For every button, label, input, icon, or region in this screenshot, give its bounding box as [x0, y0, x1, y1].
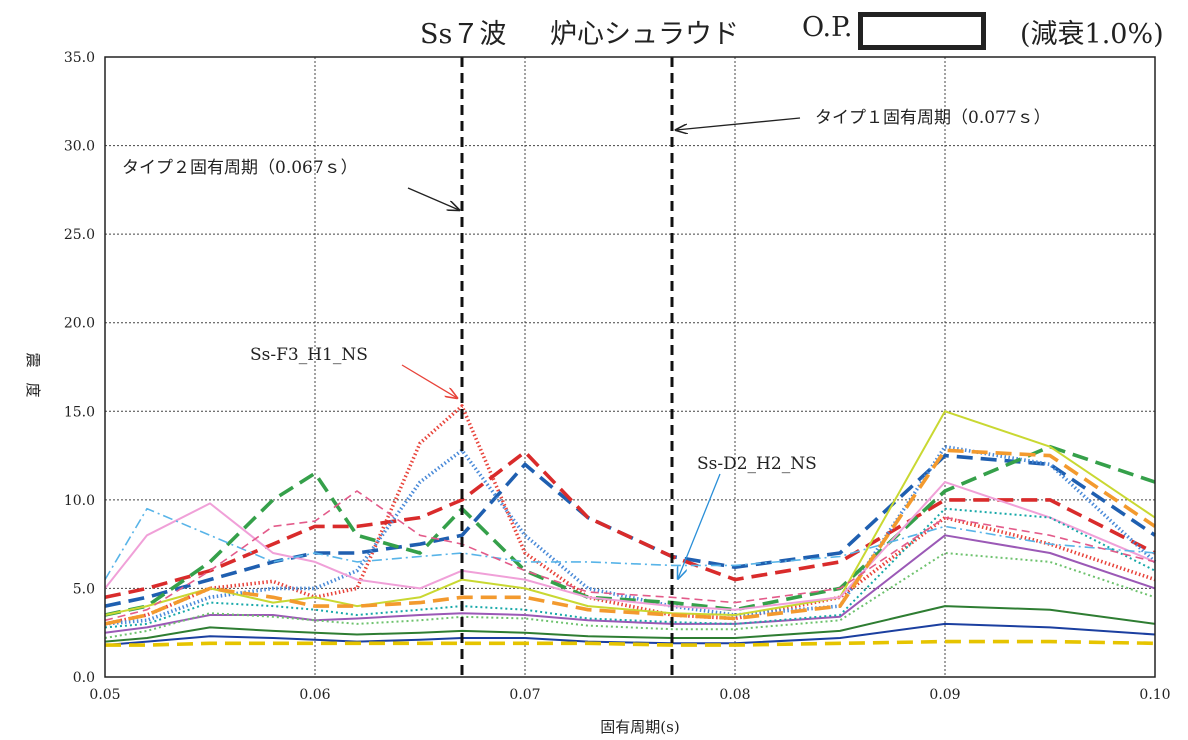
y-tick-label: 0.0	[73, 670, 95, 686]
series-line-7	[104, 481, 1156, 611]
x-tick-label: 0.10	[1139, 687, 1170, 703]
y-tick-label: 10.0	[64, 493, 95, 509]
grid	[105, 57, 1155, 677]
series-line-9	[104, 448, 1157, 626]
series-line-5	[104, 444, 1156, 617]
tick-labels: 0.05 0.06 0.07 0.08 0.09 0.10 0.0 5.0 10.0 15.0 20…	[64, 50, 1171, 703]
series-line-12	[104, 605, 1156, 643]
x-tick-label: 0.09	[929, 687, 960, 703]
annotation-f3: Ss-F3_H1_NS	[250, 345, 368, 365]
title-op-label: O.P.	[802, 12, 853, 43]
y-tick-label: 30.0	[64, 139, 95, 155]
annotation-f3-arrow	[401, 364, 457, 398]
series-line-11	[104, 507, 1156, 629]
annotations: タイプ１固有周期（0.077ｓ） タイプ２固有周期（0.067ｓ） Ss-F3_H1…	[122, 108, 1051, 579]
series-line-6	[104, 410, 1156, 616]
series-line-1	[104, 404, 1156, 626]
annotation-d2-arrow	[678, 473, 721, 579]
x-tick-label: 0.07	[509, 687, 540, 703]
redacted-box	[858, 12, 986, 50]
x-tick-label: 0.08	[719, 687, 750, 703]
period-marker-lines	[460, 57, 674, 677]
annotation-type2-arrow	[407, 187, 459, 210]
y-tick-label: 5.0	[73, 581, 95, 597]
y-axis-label: 震 度	[24, 352, 42, 397]
y-tick-label: 35.0	[64, 50, 95, 66]
plot-frame	[104, 56, 1156, 678]
series-line-10	[104, 534, 1156, 634]
series-line-14	[104, 622, 1156, 647]
y-tick-label: 15.0	[64, 404, 95, 420]
series-line-3	[104, 450, 1156, 600]
chart-title: Ss７波 炉心シュラウド O.P. (減衰1.0%)	[420, 12, 1180, 52]
x-tick-label: 0.05	[89, 687, 120, 703]
title-location: 炉心シュラウド	[550, 19, 739, 50]
title-waves: Ss７波	[420, 19, 507, 50]
x-tick-label: 0.06	[299, 687, 330, 703]
y-tick-label: 20.0	[64, 316, 95, 332]
annotation-type2: タイプ２固有周期（0.067ｓ）	[122, 158, 358, 178]
series-line-13	[104, 490, 1156, 622]
annotation-type1-arrow	[676, 117, 801, 130]
annotation-type1: タイプ１固有周期（0.077ｓ）	[815, 108, 1051, 128]
title-damping: (減衰1.0%)	[1020, 19, 1164, 50]
series-line-15	[105, 639, 1156, 647]
x-axis-label: 固有周期(s)	[600, 718, 679, 736]
y-tick-label: 25.0	[64, 227, 95, 243]
annotation-d2: Ss-D2_H2_NS	[697, 454, 817, 474]
series-line-16	[104, 552, 1156, 639]
series-lines	[104, 404, 1157, 647]
